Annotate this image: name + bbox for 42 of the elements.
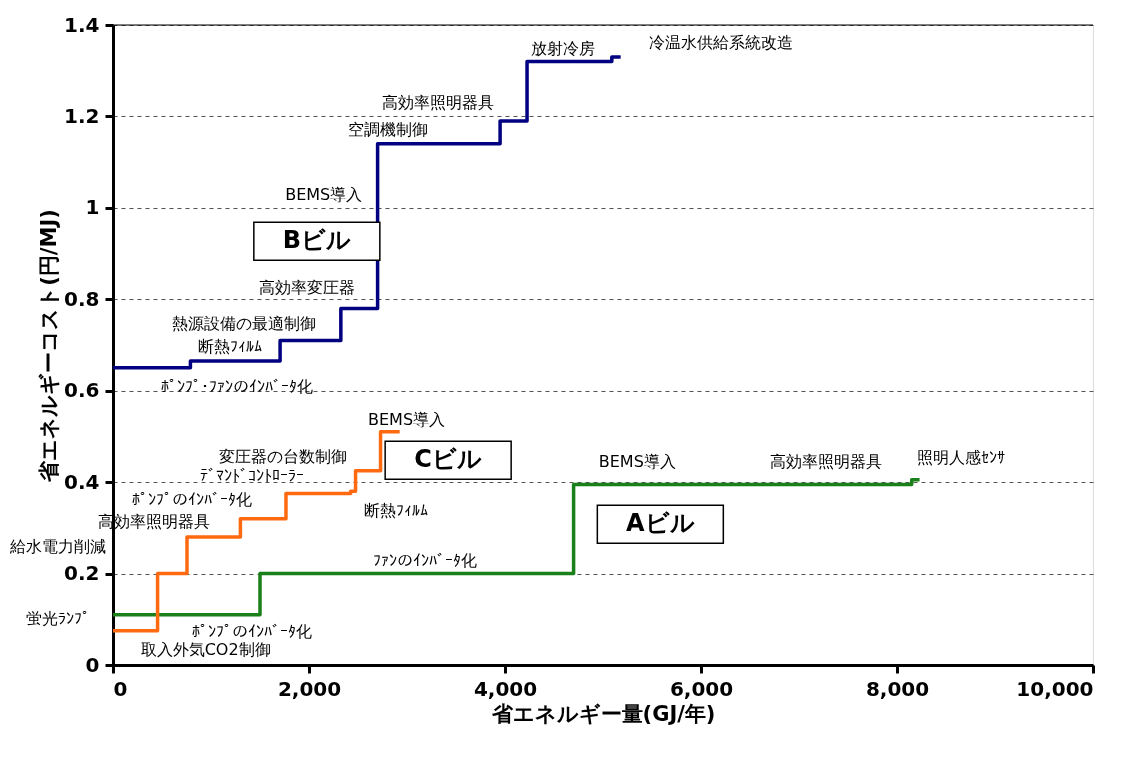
annotation: 高効率変圧器: [259, 278, 356, 298]
annotation: ﾌｧﾝのｲﾝﾊﾞｰﾀ化: [372, 551, 477, 571]
annotation: 取入外気CO2制御: [140, 640, 271, 660]
annotation: BEMS導入: [598, 452, 676, 472]
annotation: 熱源設備の最適制御: [172, 313, 317, 333]
series-label: Cビル: [414, 445, 482, 474]
x-tick-label: 0: [113, 676, 128, 701]
x-tick-label: 8,000: [865, 676, 930, 701]
annotation: 放射冷房: [530, 39, 595, 59]
y-tick-label: 0.8: [64, 286, 100, 311]
y-tick-label: 0.4: [64, 469, 100, 494]
y-tick-label: 1.4: [64, 12, 100, 37]
annotation: ﾎﾟﾝﾌﾟ･ﾌｧﾝのｲﾝﾊﾞｰﾀ化: [161, 377, 314, 397]
x-tick-label: 6,000: [669, 676, 734, 701]
y-tick-label: 0: [85, 652, 100, 677]
annotation: 冷温水供給系統改造: [648, 33, 793, 53]
x-axis-title: 省エネルギー量(GJ/年): [490, 701, 716, 726]
annotation: 断熱ﾌｨﾙﾑ: [197, 336, 262, 356]
x-tick-label: 4,000: [473, 676, 538, 701]
annotation: 空調機制御: [348, 119, 429, 139]
x-tick-label: 10,000: [1016, 676, 1094, 701]
annotation: 高効率照明器具: [770, 451, 883, 471]
annotation: ﾎﾟﾝﾌﾟのｲﾝﾊﾞｰﾀ化: [132, 489, 253, 509]
text: 給水電力削減: [9, 537, 107, 557]
annotation: 断熱ﾌｨﾙﾑ: [364, 501, 429, 521]
series-label: Aビル: [626, 509, 695, 538]
y-tick-label: 1.2: [64, 103, 100, 128]
annotation: BEMS導入: [285, 185, 363, 205]
annotation: 高効率照明器具: [98, 511, 211, 531]
annotation: ﾃﾞﾏﾝﾄﾞｺﾝﾄﾛｰﾗｰ: [200, 466, 305, 486]
y-tick-label: 0.6: [64, 378, 100, 403]
annotation: 高効率照明器具: [382, 93, 495, 113]
series-label: Bビル: [282, 226, 351, 255]
x-tick-label: 2,000: [277, 676, 342, 701]
annotation: 変圧器の台数制御: [219, 447, 348, 467]
annotation: 照明人感ｾﾝｻ: [916, 448, 1005, 468]
y-tick-label: 0.2: [64, 561, 100, 586]
annotation: BEMS導入: [367, 410, 446, 430]
y-axis-title: 省エネルギーコスト(円/MJ): [37, 209, 62, 483]
annotation: ﾎﾟﾝﾌﾟのｲﾝﾊﾞｰﾀ化: [192, 621, 313, 641]
y-tick-label: 1: [85, 195, 100, 220]
text: 蛍光ﾗﾝﾌﾟ: [26, 609, 91, 629]
